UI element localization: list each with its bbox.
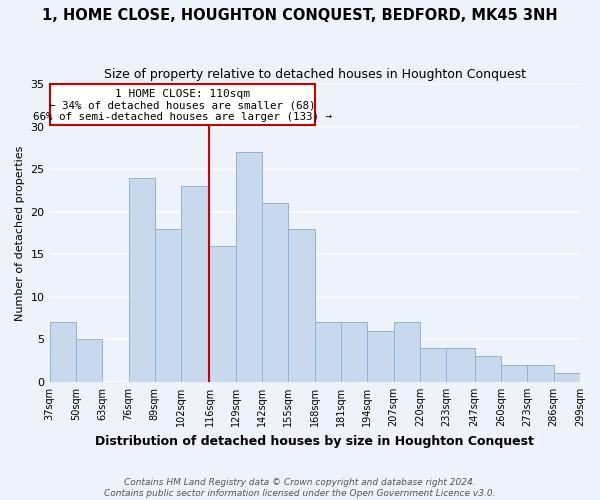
Bar bbox=[446, 348, 475, 382]
Y-axis label: Number of detached properties: Number of detached properties bbox=[15, 146, 25, 321]
Bar bbox=[262, 204, 289, 382]
Bar bbox=[289, 229, 315, 382]
Text: 66% of semi-detached houses are larger (133) →: 66% of semi-detached houses are larger (… bbox=[32, 112, 332, 122]
Bar bbox=[209, 246, 236, 382]
Bar bbox=[155, 229, 181, 382]
Bar bbox=[475, 356, 501, 382]
Bar bbox=[76, 340, 102, 382]
Bar bbox=[367, 331, 394, 382]
Bar bbox=[181, 186, 209, 382]
Bar bbox=[420, 348, 446, 382]
Bar bbox=[315, 322, 341, 382]
Bar bbox=[554, 374, 580, 382]
FancyBboxPatch shape bbox=[50, 84, 315, 125]
Text: ← 34% of detached houses are smaller (68): ← 34% of detached houses are smaller (68… bbox=[49, 100, 316, 110]
Bar bbox=[527, 365, 554, 382]
X-axis label: Distribution of detached houses by size in Houghton Conquest: Distribution of detached houses by size … bbox=[95, 434, 534, 448]
Text: 1 HOME CLOSE: 110sqm: 1 HOME CLOSE: 110sqm bbox=[115, 89, 250, 99]
Bar bbox=[50, 322, 76, 382]
Text: 1, HOME CLOSE, HOUGHTON CONQUEST, BEDFORD, MK45 3NH: 1, HOME CLOSE, HOUGHTON CONQUEST, BEDFOR… bbox=[42, 8, 558, 22]
Bar bbox=[341, 322, 367, 382]
Text: Contains HM Land Registry data © Crown copyright and database right 2024.
Contai: Contains HM Land Registry data © Crown c… bbox=[104, 478, 496, 498]
Bar bbox=[236, 152, 262, 382]
Bar bbox=[501, 365, 527, 382]
Title: Size of property relative to detached houses in Houghton Conquest: Size of property relative to detached ho… bbox=[104, 68, 526, 80]
Bar bbox=[394, 322, 420, 382]
Bar bbox=[128, 178, 155, 382]
